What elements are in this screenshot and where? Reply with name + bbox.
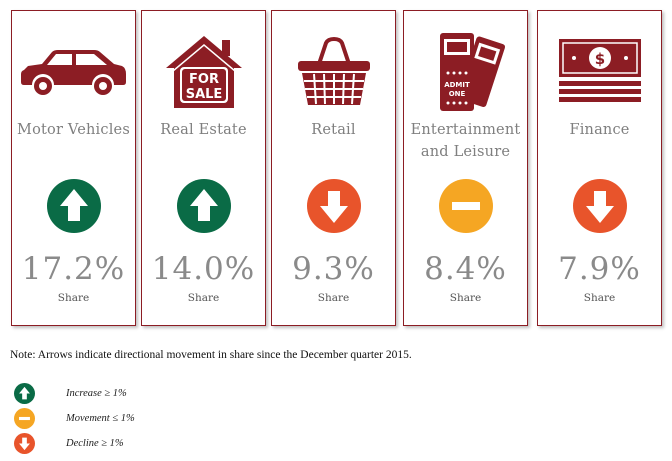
card-label-line: Entertainment	[410, 122, 521, 138]
card-label-line: Retail	[311, 122, 356, 138]
decline-arrow-icon	[306, 179, 361, 233]
for-sale-house-icon: FOR SALE	[142, 29, 265, 115]
share-caption: Share	[449, 292, 482, 304]
share-value: 7.9%	[558, 251, 641, 287]
car-icon	[12, 29, 135, 115]
card-real-estate: FOR SALE Real Estate 14.0% Share	[141, 10, 266, 326]
increase-arrow-icon	[176, 179, 231, 233]
cards-row: Motor Vehicles 17.2% Share FOR SALE Real…	[11, 10, 662, 326]
card-finance: $ Finance 7.9% Share	[537, 10, 662, 326]
card-entertainment-and-leisure: ADMIT ONE Entertainment and Leisure 8.4%…	[403, 10, 528, 326]
share-caption: Share	[57, 292, 90, 304]
share-value: 17.2%	[21, 251, 126, 287]
share-value: 9.3%	[292, 251, 375, 287]
shopping-basket-icon	[272, 29, 395, 115]
increase-arrow-icon	[14, 382, 35, 404]
svg-text:SALE: SALE	[185, 87, 222, 102]
decline-arrow-icon	[572, 179, 627, 233]
card-label: Finance	[538, 119, 661, 141]
card-label: Motor Vehicles	[12, 119, 135, 141]
card-label: Real Estate	[142, 119, 265, 141]
card-retail: Retail 9.3% Share	[271, 10, 396, 326]
svg-text:ADMIT: ADMIT	[444, 81, 470, 89]
footnote: Note: Arrows indicate directional moveme…	[10, 349, 412, 361]
card-label-line: Real Estate	[160, 122, 247, 138]
svg-text:ONE: ONE	[448, 90, 465, 98]
movement-dash-icon	[438, 179, 493, 233]
movement-dash-icon	[14, 407, 35, 429]
legend-increase: Increase ≥ 1%	[14, 382, 127, 404]
legend-label: Increase ≥ 1%	[66, 387, 127, 399]
legend-label: Movement ≤ 1%	[66, 412, 135, 424]
increase-arrow-icon	[46, 179, 101, 233]
legend-decline: Decline ≥ 1%	[14, 432, 124, 454]
share-value: 8.4%	[424, 251, 507, 287]
card-motor-vehicles: Motor Vehicles 17.2% Share	[11, 10, 136, 326]
card-label: Entertainment and Leisure	[404, 119, 527, 163]
legend-label: Decline ≥ 1%	[66, 437, 124, 449]
legend-movement: Movement ≤ 1%	[14, 407, 135, 429]
admit-one-tickets-icon: ADMIT ONE	[404, 29, 527, 115]
money-stack-icon: $	[538, 29, 661, 115]
svg-text:FOR: FOR	[189, 72, 219, 87]
card-label-line: Finance	[569, 122, 630, 138]
card-label-line: and Leisure	[420, 144, 511, 160]
decline-arrow-icon	[14, 432, 35, 454]
share-value: 14.0%	[151, 251, 256, 287]
svg-text:$: $	[594, 50, 604, 68]
share-caption: Share	[187, 292, 220, 304]
share-caption: Share	[583, 292, 616, 304]
card-label: Retail	[272, 119, 395, 141]
card-label-line: Motor Vehicles	[17, 122, 130, 138]
share-caption: Share	[317, 292, 350, 304]
